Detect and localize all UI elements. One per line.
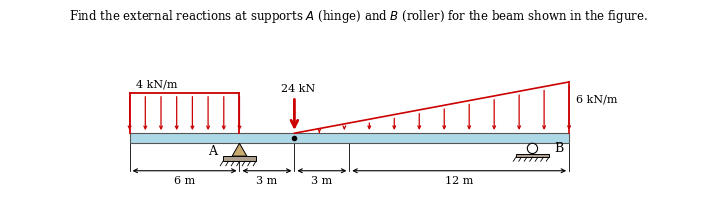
Text: 3 m: 3 m: [256, 176, 277, 186]
Circle shape: [527, 143, 538, 153]
Bar: [223, 156, 256, 161]
Text: 6 kN/m: 6 kN/m: [576, 95, 618, 105]
Polygon shape: [232, 143, 247, 156]
Text: 3 m: 3 m: [311, 176, 333, 186]
Text: B: B: [554, 142, 564, 155]
Bar: [516, 153, 549, 157]
Text: 12 m: 12 m: [445, 176, 473, 186]
Text: 4 kN/m: 4 kN/m: [136, 79, 178, 89]
Text: Find the external reactions at supports $A$ (hinge) and $B$ (roller) for the bea: Find the external reactions at supports …: [69, 8, 648, 25]
Text: A: A: [209, 145, 217, 158]
Text: 6 m: 6 m: [174, 176, 195, 186]
Bar: [130, 133, 569, 143]
Text: 24 kN: 24 kN: [281, 84, 315, 94]
